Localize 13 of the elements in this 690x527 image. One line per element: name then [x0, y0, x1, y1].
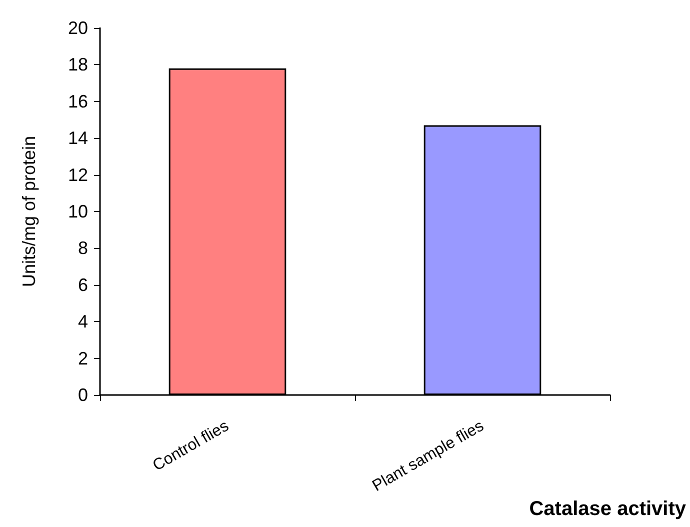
- y-tick-label: 8: [78, 238, 88, 258]
- y-tick-label: 18: [68, 54, 88, 75]
- x-axis-title: Catalase activity: [529, 498, 687, 520]
- y-tick-label: 2: [78, 348, 88, 368]
- y-tick-label: 12: [68, 164, 88, 185]
- y-axis-title: Units/mg of protein: [19, 136, 39, 288]
- y-tick-label: 4: [78, 312, 88, 332]
- y-tick-label: 10: [68, 202, 88, 222]
- y-tick-label: 0: [78, 385, 88, 405]
- y-tick-label: 16: [68, 91, 88, 112]
- y-tick-label: 14: [68, 128, 88, 148]
- y-tick-label: 6: [78, 274, 88, 295]
- y-tick-label: 20: [68, 18, 88, 38]
